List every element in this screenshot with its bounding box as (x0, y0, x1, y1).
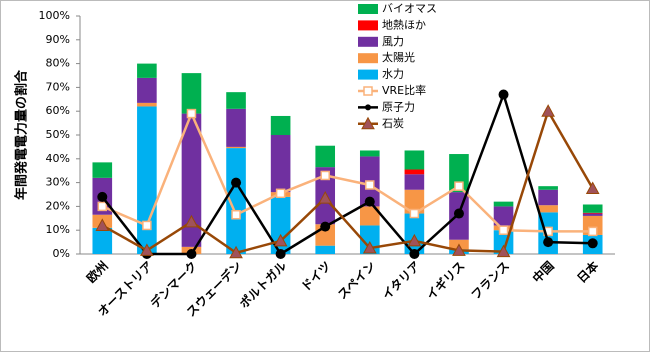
bar-segment (404, 150, 425, 170)
y-axis-label: 年間発電電力量の割合 (14, 69, 30, 200)
line-marker (229, 245, 243, 259)
line-marker (453, 208, 464, 219)
line-marker (186, 249, 197, 259)
line-marker (587, 226, 598, 237)
legend-marker (363, 86, 373, 96)
legend-swatch (358, 4, 378, 14)
bar-segment (493, 201, 514, 207)
bar-segment (538, 189, 558, 206)
y-tick-label: 90% (46, 33, 70, 46)
legend-label: 太陽光 (382, 50, 415, 64)
line-marker (275, 188, 286, 199)
line-marker (409, 249, 420, 259)
y-tick-label: 80% (46, 57, 70, 70)
bar-segment (582, 213, 603, 216)
line-marker (275, 249, 286, 259)
bar-segment (137, 106, 157, 254)
line-marker (186, 108, 197, 119)
line-marker (320, 170, 330, 181)
y-tick-label: 20% (46, 199, 70, 212)
line-marker (454, 181, 464, 191)
line-marker (452, 243, 466, 256)
bar-segment (538, 205, 558, 213)
bar-segment (404, 189, 425, 214)
bar-segment (315, 145, 336, 168)
line-marker (318, 191, 333, 204)
line-marker (231, 177, 242, 188)
legend-label: 風力 (382, 35, 404, 48)
legend-marker (365, 104, 371, 111)
y-tick-label: 60% (46, 104, 70, 117)
bar-segment (226, 108, 246, 147)
line-marker (231, 209, 241, 220)
line-marker (273, 233, 288, 247)
legend-swatch (358, 69, 378, 80)
bar-segment (270, 135, 291, 193)
line-marker (140, 243, 154, 256)
line-marker (496, 244, 511, 258)
y-tick-label: 10% (46, 223, 70, 236)
y-tick-label: 70% (46, 80, 70, 93)
bar-segment (359, 206, 380, 226)
line-marker (498, 89, 509, 100)
legend-marker (361, 116, 375, 130)
bar-segment (137, 77, 157, 103)
legend-label: バイオマス (382, 2, 437, 15)
line-marker (543, 237, 554, 248)
bar-segment (92, 227, 113, 254)
bar-segment (181, 113, 202, 247)
y-tick-label: 40% (46, 152, 70, 165)
line (101, 90, 593, 256)
bar-segment (315, 245, 336, 254)
line-marker (362, 241, 377, 254)
bar-segment (226, 92, 246, 109)
line-marker (320, 221, 331, 232)
legend-label: 石炭 (382, 117, 404, 130)
line-marker (407, 233, 422, 247)
bar-segment (226, 146, 246, 149)
line-marker (498, 225, 509, 235)
y-tick-label: 50% (46, 128, 70, 141)
line-marker (97, 191, 108, 202)
bar-segment (404, 174, 425, 190)
legend-swatch (358, 53, 378, 64)
bar-segment (226, 148, 246, 254)
bar-segment (582, 204, 603, 213)
legend-swatch (358, 20, 378, 31)
bar-segment (137, 102, 157, 107)
line-marker (364, 196, 375, 207)
bar-segment (270, 115, 291, 135)
bar-segment (582, 212, 603, 214)
bar-segment (92, 162, 113, 178)
bar-segment (359, 150, 380, 157)
line (101, 108, 594, 255)
line-marker (97, 201, 108, 212)
bar-segment (493, 206, 514, 226)
legend-label: VRE比率 (382, 83, 426, 97)
bar-segment (181, 73, 202, 114)
legend-label: 水力 (382, 68, 404, 81)
legend-swatch (358, 36, 378, 47)
legend-label: 原子力 (382, 100, 415, 113)
bar-segment (270, 196, 291, 254)
line-marker (95, 218, 110, 231)
line-marker (142, 220, 152, 231)
line-marker (409, 208, 420, 219)
bar-segment (449, 154, 469, 193)
y-tick-label: 30% (46, 176, 70, 189)
bar-segment (137, 63, 157, 78)
line-marker (541, 104, 555, 117)
line-marker (184, 214, 199, 228)
line-marker (585, 181, 600, 195)
bar-segment (404, 169, 425, 175)
y-tick-label: 100% (39, 9, 70, 22)
bar-segment (538, 186, 558, 190)
y-tick-label: 0% (53, 247, 70, 260)
legend-label: 地熱ほか (382, 18, 426, 31)
line-marker (587, 238, 598, 249)
line-marker (365, 180, 375, 190)
